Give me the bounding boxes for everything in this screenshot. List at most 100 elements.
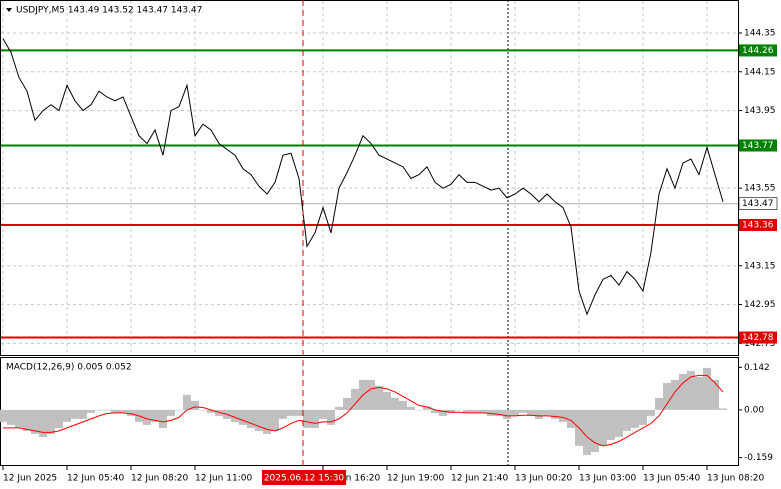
y-tick-label: 144.15 <box>744 67 776 77</box>
level-label: 143.36 <box>742 221 774 231</box>
histogram-bar <box>263 409 271 434</box>
histogram-bar <box>535 409 543 419</box>
last-price-label: 143.47 <box>742 199 774 209</box>
x-tick-label: 13 Jun 00:20 <box>515 474 572 484</box>
cursor-label-box <box>262 470 346 485</box>
histogram-bar <box>215 409 223 416</box>
histogram-bar <box>151 409 159 422</box>
histogram-bar <box>119 409 127 413</box>
histogram-bar <box>423 406 431 410</box>
histogram-bar <box>679 373 687 410</box>
histogram-bar <box>463 409 471 413</box>
histogram-bar <box>639 409 647 425</box>
histogram-bar <box>351 388 359 410</box>
histogram-bar <box>415 409 423 411</box>
x-tick-label: 13 Jun 05:40 <box>643 474 700 484</box>
histogram-bar <box>647 409 655 416</box>
histogram-bar <box>111 409 119 413</box>
histogram-bar <box>7 409 15 425</box>
histogram-bar <box>487 409 495 416</box>
histogram-bar <box>255 409 263 431</box>
level-label: 142.78 <box>742 333 774 343</box>
x-tick-label: 13 Jun 03:00 <box>579 474 636 484</box>
level-label: 144.26 <box>742 46 774 56</box>
macd-title: MACD(12,26,9) 0.005 0.052 <box>6 363 132 373</box>
histogram-bar <box>143 409 151 425</box>
y-tick-label: 143.95 <box>744 106 776 116</box>
y-tick-label: 142.75 <box>744 339 776 349</box>
histogram-bar <box>207 409 215 413</box>
level-label-box <box>739 139 777 152</box>
menu-icon <box>6 8 12 12</box>
histogram-bar <box>439 409 447 416</box>
histogram-bar <box>567 409 575 428</box>
histogram-bar <box>87 409 95 413</box>
histogram-bar <box>47 409 55 434</box>
histogram-bar <box>71 409 79 419</box>
histogram-bar <box>271 409 279 431</box>
series-line <box>2 38 724 316</box>
histogram-bar <box>671 379 679 410</box>
histogram-bar <box>503 409 511 419</box>
histogram-bar <box>31 409 39 434</box>
histogram-bar <box>607 409 615 440</box>
histogram-bar <box>199 409 207 411</box>
histogram-bar <box>79 409 87 419</box>
y-tick-label: 143.55 <box>744 184 776 194</box>
histogram-bar <box>687 370 695 410</box>
histogram-bar <box>391 397 399 410</box>
x-tick-label: 12 Jun 19:00 <box>387 474 444 484</box>
y-tick-label: 0.142 <box>744 363 770 373</box>
price-pane <box>0 0 739 356</box>
histogram-bar <box>519 409 527 413</box>
histogram-bar <box>399 400 407 410</box>
histogram-bar <box>559 409 567 422</box>
histogram-bar <box>239 409 247 425</box>
histogram-bar <box>695 376 703 410</box>
histogram-bar <box>335 406 343 410</box>
histogram-bar <box>39 409 47 437</box>
histogram-bar <box>183 394 191 410</box>
histogram-bar <box>455 409 463 411</box>
y-tick-label: 144.35 <box>744 28 776 38</box>
histogram-bar <box>623 409 631 431</box>
histogram-bar <box>631 409 639 428</box>
series-line <box>3 374 724 447</box>
histogram-bar <box>703 367 711 410</box>
histogram-bar <box>471 409 479 413</box>
histogram-bar <box>655 397 663 410</box>
histogram-bar <box>407 406 415 410</box>
y-tick-label: 143.15 <box>744 261 776 271</box>
x-tick-label: 13 Jun 08:20 <box>707 474 764 484</box>
x-tick-label: 12 Jun 21:40 <box>451 474 508 484</box>
histogram-bar <box>495 409 503 416</box>
y-tick-label: 0.00 <box>744 405 764 415</box>
level-label: 143.77 <box>742 141 774 151</box>
histogram-bar <box>543 409 551 416</box>
histogram-bar <box>375 385 383 410</box>
histogram-bar <box>15 409 23 428</box>
histogram-bar <box>327 409 335 425</box>
histogram-bar <box>23 409 31 431</box>
histogram-bar <box>303 409 311 428</box>
histogram-bar <box>431 409 439 413</box>
histogram-bar <box>527 409 535 416</box>
x-tick-label: 12 Jun 08:20 <box>131 474 188 484</box>
histogram-bar <box>511 409 519 416</box>
histogram-bar <box>663 382 671 410</box>
histogram-bar <box>367 379 375 410</box>
histogram-bar <box>479 409 487 413</box>
cursor-label: 2025.06.12 15:30 <box>264 474 345 484</box>
histogram-bar <box>615 409 623 437</box>
y-tick-label: -0.159 <box>744 453 773 463</box>
histogram-bar <box>279 409 287 419</box>
histogram-bar <box>0 409 7 422</box>
histogram-bar <box>159 409 167 428</box>
histogram-bar <box>719 408 727 410</box>
histogram-bar <box>343 397 351 410</box>
x-tick-label: 12 Jun 05:40 <box>67 474 124 484</box>
x-tick-label: 12 Jun 16:20 <box>323 474 380 484</box>
